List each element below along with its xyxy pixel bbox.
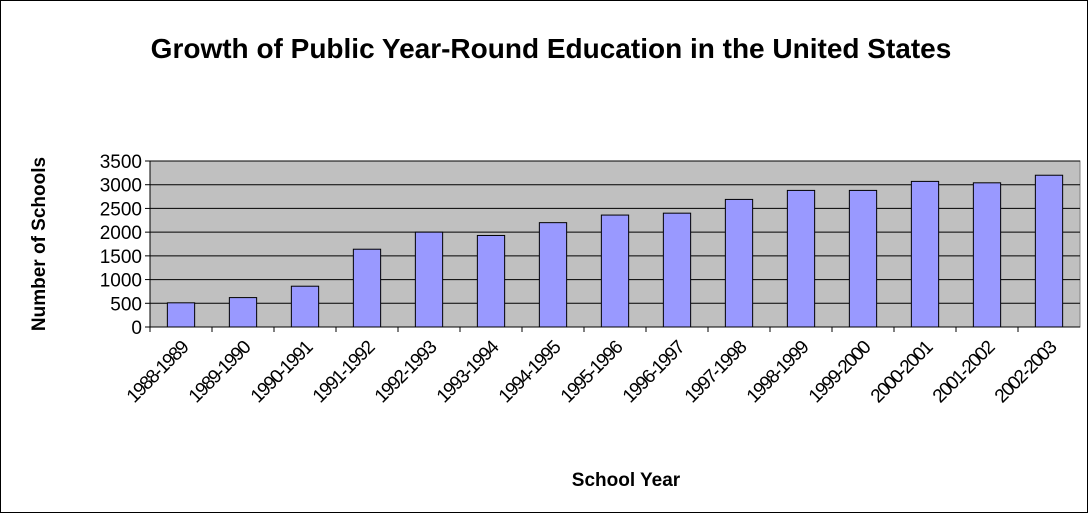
bar xyxy=(972,182,1002,328)
x-tick-label: 1996-1997 xyxy=(619,337,689,407)
y-tick-label: 500 xyxy=(110,294,142,315)
y-tick-label: 1000 xyxy=(100,271,142,292)
x-tick-label: 1998-1999 xyxy=(743,337,813,407)
x-tick-label: 2002-2003 xyxy=(991,337,1061,407)
bar xyxy=(724,198,754,328)
bar xyxy=(848,189,878,328)
bar xyxy=(600,214,630,328)
bar xyxy=(414,231,444,328)
bar xyxy=(786,189,816,328)
y-tick-label: 3000 xyxy=(100,176,142,197)
chart-title: Growth of Public Year-Round Education in… xyxy=(150,33,952,64)
bar xyxy=(538,222,568,328)
x-tick-label: 1992-1993 xyxy=(371,337,441,407)
y-tick-label: 3500 xyxy=(100,152,142,173)
x-tick-label: 1999-2000 xyxy=(805,337,875,407)
x-tick-label: 1994-1995 xyxy=(495,337,565,407)
x-tick-label: 2001-2002 xyxy=(929,337,999,407)
x-tick-label: 1990-1991 xyxy=(247,337,317,407)
y-axis-title: Number of Schools xyxy=(29,157,50,331)
bar xyxy=(910,180,940,328)
bar xyxy=(228,297,258,328)
x-tick-label: 1997-1998 xyxy=(681,337,751,407)
x-tick-label: 1989-1990 xyxy=(185,337,255,407)
y-tick-label: 1500 xyxy=(100,247,142,268)
x-tick-label: 2000-2001 xyxy=(867,337,937,407)
y-tick-label: 2000 xyxy=(100,223,142,244)
bar xyxy=(476,234,506,328)
x-tick-label: 1991-1992 xyxy=(309,337,379,407)
bar xyxy=(662,212,692,328)
x-tick-label: 1995-1996 xyxy=(557,337,627,407)
x-tick-label: 1988-1989 xyxy=(123,337,193,407)
y-tick-label: 0 xyxy=(131,318,142,339)
x-axis-title: School Year xyxy=(572,470,681,491)
bar xyxy=(290,285,320,328)
y-tick-label: 2500 xyxy=(100,199,142,220)
bar xyxy=(166,302,196,328)
x-tick-label: 1993-1994 xyxy=(433,336,504,407)
bar xyxy=(1034,174,1064,328)
bar xyxy=(352,248,382,328)
